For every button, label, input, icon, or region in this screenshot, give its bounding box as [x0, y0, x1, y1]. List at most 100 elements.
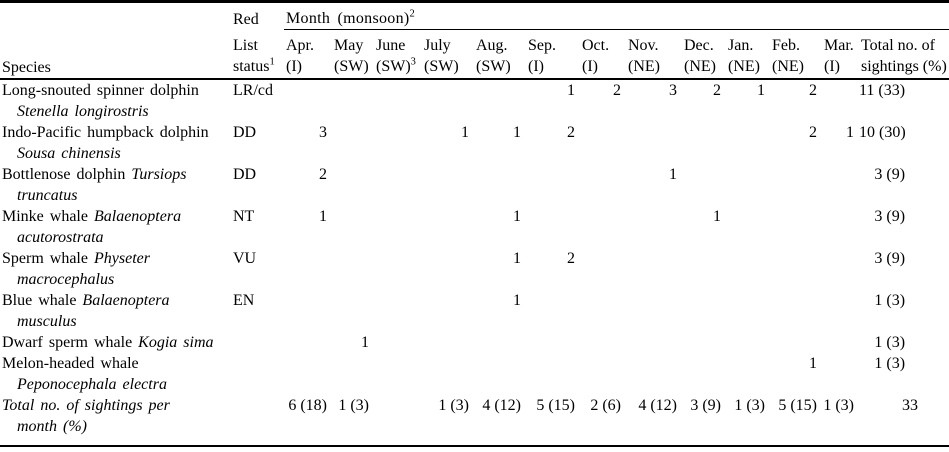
red-list-status-cell: DD [233, 123, 257, 141]
month-abbr: Dec. [684, 37, 714, 54]
sighting-count-cell [474, 164, 526, 206]
sighting-count-cell [770, 164, 822, 206]
sighting-count-cell [682, 164, 726, 206]
species-common-name: Sperm whale Physeter [2, 248, 230, 269]
sighting-count-cell: 1 [757, 81, 765, 99]
row-total-cell: 3 (9) [874, 207, 906, 225]
monsoon-code: (I) [286, 56, 332, 77]
species-name-scientific-line2: macrocephalus [17, 270, 115, 288]
species-name-cell: Melon-headed whale Peponocephala electra [0, 353, 230, 395]
month-abbr: July [424, 37, 451, 54]
col-header-red-list-status: List status1 [230, 29, 284, 80]
month-total-cell: 2 (6) [590, 396, 621, 414]
species-common-name: Minke whale Balaenoptera [2, 206, 230, 227]
species-name-roman: Dwarf sperm whale [2, 333, 133, 351]
species-name-roman: Indo-Pacific humpback dolphin [2, 123, 209, 141]
sighting-count-cell: 2 [809, 81, 817, 99]
species-name-scientific-part: Physeter [93, 249, 150, 267]
sighting-count-cell [822, 248, 859, 290]
sighting-count-cell [580, 332, 626, 353]
month-abbr: June [376, 37, 406, 54]
month-abbr: Apr. [286, 37, 314, 54]
species-name-roman: Long-snouted spinner dolphin [2, 81, 199, 99]
monsoon-code: (SW) [476, 56, 526, 77]
month-footnote: 3 [410, 56, 416, 68]
monsoon-label: (I) [528, 58, 544, 75]
month-abbr: May [334, 37, 364, 54]
species-common-name: Bottlenose dolphin Tursiops [2, 164, 230, 185]
sighting-count-cell: 1 [669, 165, 677, 183]
month-spanner-footnote: 2 [409, 8, 416, 20]
sighting-count-cell [422, 290, 474, 332]
sighting-count-cell [284, 332, 332, 353]
col-header-species: Species [0, 29, 230, 80]
sighting-count-cell [822, 164, 859, 206]
sighting-count-cell: 1 [846, 123, 854, 141]
month-abbr: Mar. [824, 37, 854, 54]
species-common-name: Melon-headed whale [2, 353, 230, 374]
row-total-cell: 3 (9) [874, 249, 906, 267]
red-list-status-cell [230, 332, 284, 353]
sighting-count-cell [580, 290, 626, 332]
header-row-columns: Species List status1 Apr. (I) May (SW) June (… [0, 29, 949, 80]
sighting-count-cell [726, 248, 770, 290]
row-total-cell: 1 (3) [874, 354, 906, 372]
sighting-count-cell [626, 248, 682, 290]
col-header-month-monsoon: Month (monsoon)2 [284, 1, 949, 30]
month-total-cell: 1 (3) [338, 396, 369, 414]
sighting-count-cell [726, 353, 770, 395]
species-row: Bottlenose dolphin Tursiops truncatus DD 2 1… [0, 164, 949, 206]
species-common-name: Long-snouted spinner dolphin [2, 80, 230, 101]
sighting-count-cell [284, 353, 332, 395]
species-name-scientific-line2: Peponocephala electra [17, 375, 167, 393]
sighting-count-cell: 1 [567, 81, 575, 99]
sighting-count-cell [682, 290, 726, 332]
totals-status-spacer [230, 395, 284, 446]
monsoon-label: (I) [286, 58, 302, 75]
month-abbr: Oct. [582, 37, 610, 54]
monsoon-code: (I) [528, 56, 580, 77]
species-name-cell: Dwarf sperm whale Kogia sima [0, 332, 230, 353]
month-total-cell: 4 (12) [482, 396, 521, 414]
monsoon-label: (NE) [684, 58, 716, 75]
sighting-count-cell [726, 290, 770, 332]
sighting-count-cell: 2 [567, 249, 575, 267]
monsoon-label: (I) [582, 58, 598, 75]
sighting-count-cell [682, 248, 726, 290]
sighting-count-cell [332, 79, 374, 122]
sighting-count-cell [422, 353, 474, 395]
col-header-month-feb: Feb. (NE) [770, 29, 822, 80]
species-name-scientific-line2: acutorostrata [17, 228, 104, 246]
sighting-count-cell [770, 332, 822, 353]
month-total-cell: 3 (9) [690, 396, 721, 414]
col-header-month-june: June (SW)3 [374, 29, 422, 80]
sighting-count-cell [332, 248, 374, 290]
species-name-roman: Melon-headed whale [2, 354, 139, 372]
species-name-scientific-line2: Sousa chinensis [17, 144, 121, 162]
sighting-count-cell [626, 353, 682, 395]
species-row: Indo-Pacific humpback dolphin Sousa chine… [0, 122, 949, 164]
sighting-count-cell [332, 122, 374, 164]
species-row: Minke whale Balaenoptera acutorostrata NT 1… [0, 206, 949, 248]
species-name-cell: Blue whale Balaenoptera musculus [0, 290, 230, 332]
sighting-count-cell [822, 353, 859, 395]
month-total-cell: 1 (3) [438, 396, 469, 414]
monsoon-code: (SW) [334, 56, 374, 77]
species-common-name: Blue whale Balaenoptera [2, 290, 230, 311]
sighting-count-cell [726, 332, 770, 353]
sighting-count-cell: 1 [319, 207, 327, 225]
row-total-cell: 10 (30) [859, 123, 906, 141]
species-name-roman: Bottlenose dolphin [2, 165, 126, 183]
species-name-scientific-part: Kogia sima [138, 333, 214, 351]
sighting-count-cell [526, 290, 580, 332]
sighting-count-cell: 1 [361, 333, 369, 351]
month-total-cell: 5 (15) [536, 396, 575, 414]
sighting-count-cell [422, 248, 474, 290]
species-name-scientific-line2: truncatus [17, 186, 78, 204]
sighting-count-cell [770, 290, 822, 332]
sighting-count-cell [682, 332, 726, 353]
red-list-status-cell: NT [233, 207, 255, 225]
sighting-count-cell [770, 248, 822, 290]
red-list-status-cell: EN [233, 291, 255, 309]
sighting-count-cell [374, 248, 422, 290]
